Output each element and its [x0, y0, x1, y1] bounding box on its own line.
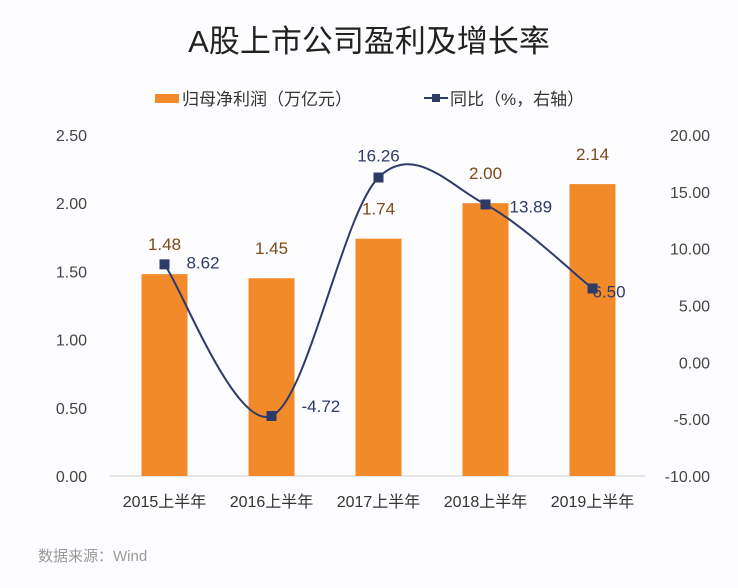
bar — [355, 238, 402, 476]
line-series — [163, 163, 594, 418]
chart-title: A股上市公司盈利及增长率 — [188, 24, 550, 59]
left-axis-tick-label: 1.50 — [56, 264, 87, 281]
x-axis-tick-label: 2015上半年 — [123, 493, 207, 511]
legend: 归母净利润（万亿元） 同比（%，右轴） — [155, 90, 584, 109]
bar-data-label: 1.48 — [148, 235, 181, 254]
bar-data-label: 1.45 — [255, 239, 288, 258]
right-axis-tick-label: 5.00 — [679, 299, 710, 316]
right-axis-tick-label: 0.00 — [679, 355, 710, 372]
left-axis-tick-label: 2.50 — [56, 128, 87, 145]
x-axis-tick-label: 2016上半年 — [230, 493, 314, 511]
line-marker — [480, 199, 491, 210]
left-axis-tick-label: 0.50 — [56, 401, 87, 418]
bar — [141, 274, 188, 476]
line-marker — [266, 410, 277, 421]
left-axis-tick-label: 2.00 — [56, 196, 87, 213]
legend-bar-label: 归母净利润（万亿元） — [182, 90, 352, 109]
source-note: 数据来源：Wind — [38, 548, 147, 565]
bar — [462, 203, 509, 476]
left-axis-tick-label: 0.00 — [56, 469, 87, 486]
line-data-label: 16.26 — [357, 147, 400, 166]
right-axis-tick-label: 15.00 — [670, 185, 710, 202]
line-marker — [373, 172, 384, 183]
x-axis-tick-label: 2019上半年 — [551, 493, 635, 511]
right-axis-tick-label: -10.00 — [665, 469, 710, 486]
bar — [248, 278, 295, 476]
line-marker — [587, 283, 598, 294]
line-data-label: 13.89 — [510, 197, 553, 216]
line-data-label: 8.62 — [187, 253, 220, 272]
right-axis-tick-label: 20.00 — [670, 128, 710, 145]
line-data-label: -4.72 — [302, 397, 341, 416]
x-axis-tick-label: 2018上半年 — [444, 493, 528, 511]
left-axis-tick-label: 1.00 — [56, 333, 87, 350]
right-axis-tick-label: 10.00 — [670, 242, 710, 259]
legend-bar-swatch — [155, 94, 179, 103]
bar-data-label: 2.00 — [469, 164, 502, 183]
right-axis-tick-label: -5.00 — [674, 412, 711, 429]
legend-line-label: 同比（%，右轴） — [450, 90, 584, 109]
bar-data-label: 1.74 — [362, 200, 395, 219]
bar — [569, 184, 616, 476]
bar-data-label: 2.14 — [576, 145, 609, 164]
x-axis-tick-label: 2017上半年 — [337, 493, 421, 511]
line-marker — [159, 259, 170, 270]
legend-line-marker — [432, 94, 440, 102]
line-data-label: 6.50 — [593, 282, 626, 301]
